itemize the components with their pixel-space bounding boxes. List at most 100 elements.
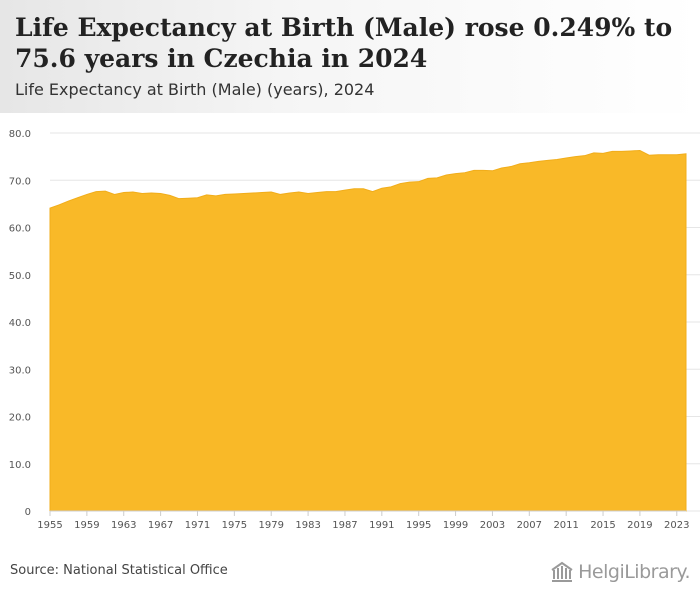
data-point-2015: [602, 152, 604, 154]
data-point-1957: [67, 200, 69, 202]
data-point-1999: [454, 172, 456, 174]
data-point-2018: [630, 150, 632, 152]
data-point-1960: [95, 190, 97, 192]
data-point-1969: [178, 197, 180, 199]
data-point-2014: [593, 152, 595, 154]
data-point-1987: [344, 189, 346, 191]
data-point-1965: [141, 192, 143, 194]
data-point-1962: [113, 193, 115, 195]
data-point-1976: [242, 192, 244, 194]
x-tick-label: 2015: [590, 520, 615, 531]
data-point-2000: [464, 171, 466, 173]
y-tick-label: 60.0: [9, 224, 31, 235]
x-tick-label: 1971: [185, 520, 210, 531]
data-point-2003: [491, 170, 493, 172]
area-chart: 0 10.0 20.0 30.0 40.0 50.0 60.0 70.0 80.0 1955 195…: [9, 129, 700, 531]
data-point-1989: [362, 188, 364, 190]
data-point-1983: [307, 192, 309, 194]
data-point-1956: [58, 204, 60, 206]
data-point-1980: [279, 193, 281, 195]
data-point-2019: [639, 149, 641, 151]
data-point-1958: [76, 197, 78, 199]
data-point-1964: [132, 191, 134, 193]
data-point-2002: [482, 169, 484, 171]
data-point-1988: [353, 188, 355, 190]
data-point-1966: [150, 192, 152, 194]
data-point-1971: [196, 197, 198, 199]
x-tick-label: 2007: [517, 520, 542, 531]
data-point-2013: [583, 154, 585, 156]
x-tick-label: 1963: [111, 520, 136, 531]
x-tick-label: 1991: [369, 520, 394, 531]
data-point-2017: [620, 150, 622, 152]
data-point-1994: [408, 181, 410, 183]
data-point-2022: [666, 154, 668, 156]
x-tick-label: 2011: [553, 520, 578, 531]
data-point-2010: [556, 158, 558, 160]
data-point-1979: [270, 191, 272, 193]
data-point-1992: [390, 186, 392, 188]
data-point-2024: [685, 153, 687, 155]
data-point-2009: [547, 159, 549, 161]
y-tick-label: 70.0: [9, 176, 31, 187]
data-point-1995: [418, 180, 420, 182]
data-point-1993: [399, 182, 401, 184]
area-series: [49, 149, 687, 512]
logo-text: HelgiLibrary.: [578, 561, 690, 583]
data-point-1978: [261, 191, 263, 193]
x-tick-label: 1999: [443, 520, 468, 531]
data-point-1984: [316, 191, 318, 193]
library-building-icon: [551, 561, 573, 582]
header-band: Life Expectancy at Birth (Male) rose 0.2…: [0, 0, 700, 113]
y-tick-label: 80.0: [9, 129, 31, 140]
data-point-1955: [49, 207, 51, 209]
data-point-1972: [206, 194, 208, 196]
x-tick-label: 1983: [295, 520, 320, 531]
helgi-library-logo[interactable]: HelgiLibrary.: [550, 558, 690, 586]
data-point-2007: [528, 162, 530, 164]
data-point-2005: [510, 165, 512, 167]
data-point-1981: [288, 192, 290, 194]
data-point-1982: [298, 191, 300, 193]
series-area: [49, 149, 687, 512]
data-point-2012: [574, 155, 576, 157]
chart-subtitle: Life Expectancy at Birth (Male) (years),…: [15, 80, 375, 99]
y-tick-label: 0: [25, 507, 31, 518]
data-point-1970: [187, 197, 189, 199]
x-tick-label: 1975: [222, 520, 247, 531]
data-point-1991: [381, 187, 383, 189]
data-point-2016: [611, 150, 613, 152]
data-point-2001: [473, 169, 475, 171]
data-point-1963: [123, 191, 125, 193]
data-point-2011: [565, 157, 567, 159]
data-point-1967: [159, 192, 161, 194]
source-note: Source: National Statistical Office: [10, 563, 228, 578]
y-tick-label: 30.0: [9, 365, 31, 376]
data-point-1997: [436, 177, 438, 179]
data-point-1968: [169, 194, 171, 196]
data-point-1996: [427, 177, 429, 179]
y-tick-label: 40.0: [9, 318, 31, 329]
data-point-1986: [335, 190, 337, 192]
x-tick-label: 1979: [258, 520, 283, 531]
data-point-2020: [648, 154, 650, 156]
x-tick-label: 2023: [664, 520, 689, 531]
x-tick-label: 1967: [148, 520, 173, 531]
data-point-2021: [657, 154, 659, 156]
data-point-1961: [104, 190, 106, 192]
x-tick-label: 1987: [332, 520, 357, 531]
data-point-1973: [215, 195, 217, 197]
x-tick-label: 1995: [406, 520, 431, 531]
data-point-1998: [445, 174, 447, 176]
data-point-2023: [676, 154, 678, 156]
data-point-1974: [224, 193, 226, 195]
y-tick-label: 50.0: [9, 271, 31, 282]
x-tick-label: 2003: [480, 520, 505, 531]
data-point-2006: [519, 163, 521, 165]
data-point-1985: [325, 190, 327, 192]
data-point-1959: [86, 193, 88, 195]
data-point-2008: [537, 160, 539, 162]
data-point-1975: [233, 193, 235, 195]
y-tick-label: 20.0: [9, 413, 31, 424]
data-point-2004: [500, 167, 502, 169]
